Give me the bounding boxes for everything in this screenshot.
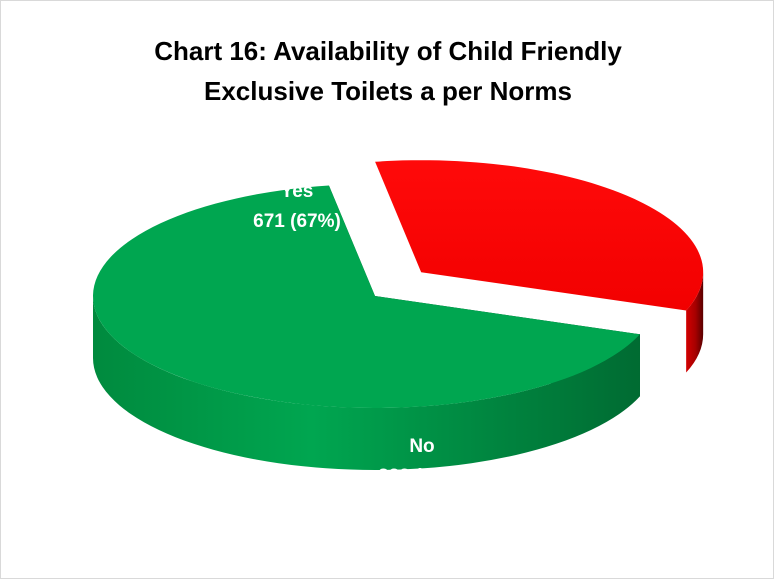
data-label-no-name: No xyxy=(409,436,434,457)
slice-no xyxy=(375,160,704,373)
slice-yes-side xyxy=(93,296,640,471)
chart-title-line-2: Exclusive Toilets a per Norms xyxy=(204,76,572,106)
data-label-yes-name: Yes xyxy=(281,181,314,202)
slice-no-top xyxy=(375,160,704,311)
slice-yes-top xyxy=(92,185,640,408)
slice-no-side xyxy=(686,272,704,373)
data-label-yes-value: 671 (67%) xyxy=(253,211,341,232)
slice-yes xyxy=(92,185,640,471)
chart-title: Chart 16: Availability of Child Friendly… xyxy=(88,31,688,111)
chart-title-line-1: Chart 16: Availability of Child Friendly xyxy=(154,36,622,66)
data-label-no-value: 333 (33%) xyxy=(378,466,466,487)
